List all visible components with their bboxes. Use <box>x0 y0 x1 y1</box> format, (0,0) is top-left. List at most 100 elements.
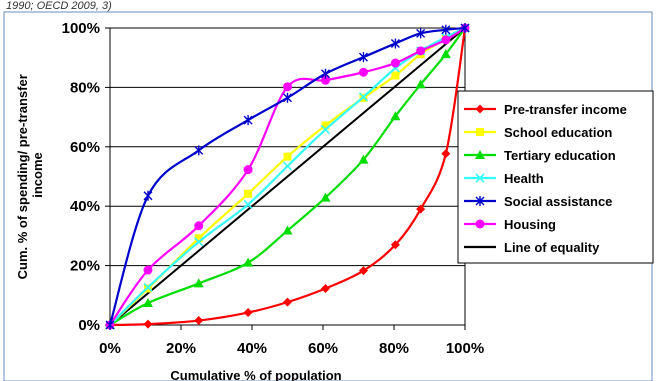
data-point <box>460 23 470 33</box>
x-axis-ticks: 0% 20% 40% 60% 80% 100% <box>99 325 484 357</box>
legend-item-school-education: School education <box>464 125 612 140</box>
data-point <box>441 149 451 159</box>
x-tick-label: 0% <box>99 340 121 357</box>
data-point <box>194 221 204 231</box>
data-point <box>105 320 115 330</box>
data-point <box>358 92 369 102</box>
data-point <box>243 165 253 175</box>
data-point <box>320 68 330 79</box>
data-point <box>283 152 292 161</box>
x-tick-label: 60% <box>308 340 338 357</box>
legend-label: Line of equality <box>504 240 600 255</box>
legend-item-pre-transfer-income: Pre-transfer income <box>464 102 627 117</box>
series-line <box>108 26 466 326</box>
data-point <box>282 161 293 171</box>
y-axis-ticks: 0% 20% 40% 60% 80% 100% <box>62 20 110 334</box>
data-point <box>243 308 253 318</box>
data-point <box>476 128 484 136</box>
data-point <box>416 204 426 214</box>
y-axis-title-line-2: income <box>30 152 45 198</box>
y-tick-label: 100% <box>62 20 100 37</box>
data-point <box>440 49 451 59</box>
y-tick-label: 0% <box>78 317 100 334</box>
data-point <box>321 121 330 130</box>
series-pre-transfer-income <box>105 23 470 330</box>
y-axis-title: Cum. % of spending/ pre-transfer income <box>15 71 45 280</box>
data-point <box>390 38 400 49</box>
y-tick-label: 40% <box>70 198 100 215</box>
data-point <box>283 297 292 307</box>
data-point <box>243 115 253 126</box>
data-point <box>358 154 369 164</box>
x-tick-label: 80% <box>379 340 409 357</box>
legend-label: Housing <box>504 217 556 232</box>
data-point <box>142 298 153 308</box>
data-point <box>475 196 485 206</box>
series-line <box>109 27 466 326</box>
data-point <box>282 225 293 235</box>
data-point <box>475 150 485 159</box>
data-point <box>391 71 400 80</box>
data-point <box>320 75 330 85</box>
data-point <box>143 265 153 275</box>
series-line <box>109 27 467 327</box>
legend-label: Health <box>504 171 544 186</box>
data-point <box>194 145 204 156</box>
data-point <box>475 104 485 114</box>
data-point <box>475 219 485 229</box>
legend-label: Pre-transfer income <box>504 102 627 117</box>
data-point <box>358 67 368 77</box>
data-point <box>193 278 204 288</box>
data-point <box>194 237 204 247</box>
data-point <box>243 257 254 267</box>
data-point <box>416 28 426 39</box>
data-point <box>358 52 368 63</box>
data-point <box>358 266 368 276</box>
series-housing <box>105 23 470 330</box>
series-social-assistance <box>105 23 470 330</box>
data-point <box>475 173 485 183</box>
data-point <box>143 319 153 329</box>
legend-item-social-assistance: Social assistance <box>464 194 612 209</box>
y-axis-title-line-1: Cum. % of spending/ pre-transfer <box>15 74 30 279</box>
data-point <box>390 111 401 121</box>
y-tick-label: 60% <box>70 139 100 156</box>
legend-item-housing: Housing <box>464 217 556 232</box>
series-line <box>109 27 466 326</box>
series-layer <box>105 23 470 330</box>
data-point <box>283 92 292 103</box>
x-tick-label: 40% <box>237 340 267 357</box>
data-point <box>441 24 451 35</box>
data-point <box>243 199 253 209</box>
data-point <box>441 35 451 45</box>
data-point <box>320 283 330 293</box>
data-point <box>244 189 253 198</box>
legend-label: Social assistance <box>504 194 612 209</box>
data-point <box>143 282 153 292</box>
data-point <box>390 240 400 250</box>
data-point <box>143 190 153 201</box>
legend: Pre-transfer income School education Terti… <box>464 102 627 255</box>
caption-fragment: 1990; OECD 2009, 3) <box>6 0 112 12</box>
data-point <box>194 234 203 243</box>
legend-item-line-of-equality: Line of equality <box>464 240 600 255</box>
data-point <box>390 58 400 68</box>
data-point <box>320 192 331 202</box>
legend-label: Tertiary education <box>504 148 616 163</box>
data-point <box>415 79 426 89</box>
legend-item-health: Health <box>464 171 544 186</box>
x-tick-label: 100% <box>446 340 484 357</box>
legend-item-tertiary-education: Tertiary education <box>464 148 616 163</box>
data-point <box>283 82 292 92</box>
x-tick-label: 20% <box>166 340 196 357</box>
legend-label: School education <box>504 125 612 140</box>
x-axis-title: Cumulative % of population <box>170 368 341 381</box>
data-point <box>320 125 331 135</box>
data-point <box>194 316 204 326</box>
y-tick-label: 20% <box>70 258 100 275</box>
series-line-of-equality <box>109 27 466 326</box>
y-tick-label: 80% <box>70 79 100 96</box>
data-point <box>416 46 426 56</box>
